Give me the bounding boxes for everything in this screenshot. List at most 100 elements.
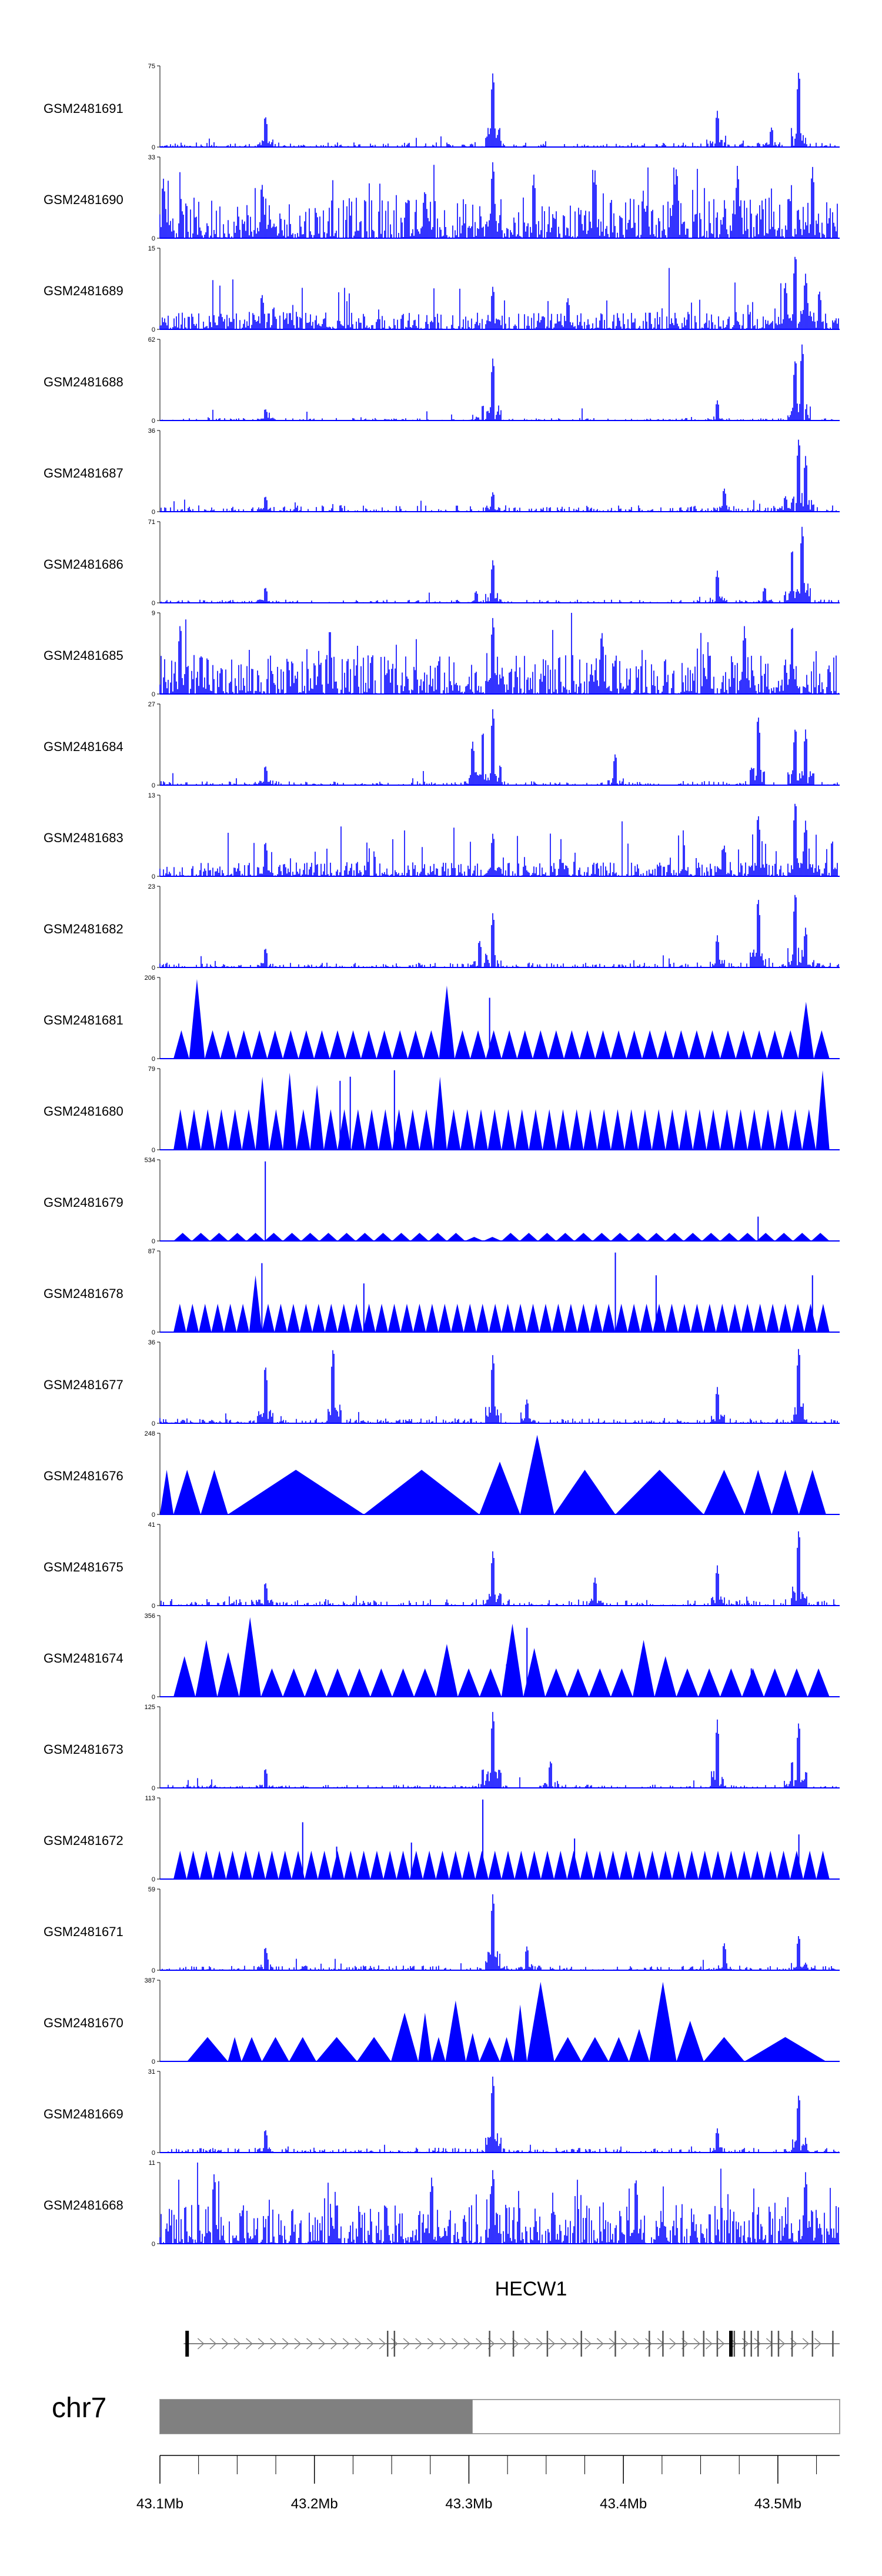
coverage-peak [173, 1656, 196, 1697]
coverage-peak [348, 1668, 370, 1697]
strand-arrow [572, 2338, 580, 2350]
y-max-label: 534 [145, 1157, 155, 1164]
coverage-peak [579, 1030, 596, 1059]
strand-arrow [633, 2338, 640, 2350]
coverage-peak [574, 1233, 593, 1241]
coverage-peak [817, 1303, 830, 1332]
coverage-peak [564, 1303, 577, 1332]
coverage-peak [720, 1109, 734, 1150]
coverage-peak [791, 1303, 804, 1332]
coverage-peak [685, 1850, 699, 1879]
exon [185, 2331, 189, 2357]
coverage-peak [262, 2037, 289, 2061]
y-min-label: 0 [152, 600, 155, 607]
coverage-peak [299, 1303, 313, 1332]
track-GSM2481687: GSM2481687 36 0 [44, 428, 840, 516]
coverage-peak [223, 1303, 237, 1332]
strand-arrow [342, 2338, 350, 2350]
exon [512, 2331, 514, 2357]
coverage-peak [316, 2037, 358, 2061]
coverage-peak [470, 1030, 486, 1059]
coverage-peak [802, 1109, 816, 1150]
coverage-peak [365, 1109, 379, 1150]
track-GSM2481677: GSM2481677 36 0 [44, 1339, 840, 1427]
x-tick-label: 43.2Mb [291, 2496, 338, 2512]
coverage-peak [383, 1850, 397, 1879]
coverage-peak [799, 1470, 826, 1514]
coverage-peak [678, 1303, 691, 1332]
track-GSM2481671: GSM2481671 59 0 [44, 1886, 840, 1974]
coverage-peak [449, 1850, 462, 1879]
strand-arrow [584, 2338, 592, 2350]
coverage-peak [610, 1109, 625, 1150]
coverage-peak [747, 1109, 761, 1150]
strand-arrow [222, 2338, 229, 2350]
coverage-peak [479, 1668, 502, 1697]
coverage-peak [640, 1303, 653, 1332]
y-max-label: 36 [148, 428, 155, 435]
y-min-label: 0 [152, 418, 155, 425]
coverage-peak [744, 1470, 772, 1514]
track-label: GSM2481669 [44, 2107, 123, 2121]
coverage-peak [406, 1109, 420, 1150]
exon [489, 2331, 490, 2357]
strand-arrow [814, 2338, 821, 2350]
coverage-peak [782, 1030, 799, 1059]
coverage-peak [323, 1109, 338, 1150]
coverage-peak [489, 1303, 502, 1332]
track-GSM2481682: GSM2481682 23 0 [44, 883, 840, 972]
coverage-peak [698, 1668, 720, 1697]
y-max-label: 248 [145, 1430, 155, 1437]
coverage-peak [554, 1470, 616, 1514]
y-min-label: 0 [152, 873, 155, 880]
coverage-peak [638, 1109, 652, 1150]
strand-arrow [693, 2338, 701, 2350]
exon [703, 2331, 705, 2357]
track-label: GSM2481687 [44, 466, 123, 481]
coverage-peak [226, 1850, 239, 1879]
coverage-peak [552, 1303, 565, 1332]
track-GSM2481678: GSM2481678 87 0 [44, 1248, 840, 1336]
coverage-peak [479, 2037, 500, 2061]
strand-arrow [246, 2338, 253, 2350]
coverage-peak [564, 1030, 580, 1059]
track-label: GSM2481675 [44, 1560, 123, 1574]
coverage-peak [187, 2037, 228, 2061]
y-max-label: 9 [152, 610, 155, 617]
coverage-peak [428, 1233, 447, 1241]
coverage-peak [581, 2037, 609, 2061]
coverage-peak [319, 1233, 338, 1241]
coverage-peak [355, 1233, 374, 1241]
coverage-peak [767, 1030, 783, 1059]
coverage-peak [527, 1850, 541, 1879]
coverage-peak [790, 1850, 804, 1879]
coverage-peak [241, 2037, 262, 2061]
y-max-label: 75 [148, 63, 155, 70]
track-label: GSM2481677 [44, 1377, 123, 1392]
track-GSM2481668: GSM2481668 11 0 [44, 2160, 840, 2248]
exon [771, 2331, 773, 2357]
exon [716, 2331, 719, 2357]
strand-arrow [282, 2338, 289, 2350]
coverage-peak [457, 1668, 480, 1697]
strand-arrow [548, 2338, 556, 2350]
coverage-peak [816, 1070, 830, 1150]
track-label: GSM2481683 [44, 830, 123, 845]
y-max-label: 11 [149, 2160, 155, 2167]
coverage-peak [186, 1303, 199, 1332]
coverage-peak [741, 1668, 764, 1697]
coverage-peak [305, 1668, 327, 1697]
track-label: GSM2481668 [44, 2198, 123, 2213]
coverage-signal [159, 2076, 839, 2153]
x-tick-label: 43.3Mb [445, 2496, 492, 2512]
track-GSM2481685: GSM2481685 9 0 [44, 610, 840, 698]
coverage-peak [676, 2021, 704, 2061]
coverage-peak [744, 2037, 826, 2061]
x-tick-label: 43.4Mb [600, 2496, 647, 2512]
coverage-peak [214, 1109, 229, 1150]
coverage-peak [251, 1030, 268, 1059]
coverage-peak [642, 1030, 658, 1059]
coverage-peak [357, 1850, 370, 1879]
coverage-peak [451, 1303, 464, 1332]
y-min-label: 0 [152, 1056, 155, 1063]
